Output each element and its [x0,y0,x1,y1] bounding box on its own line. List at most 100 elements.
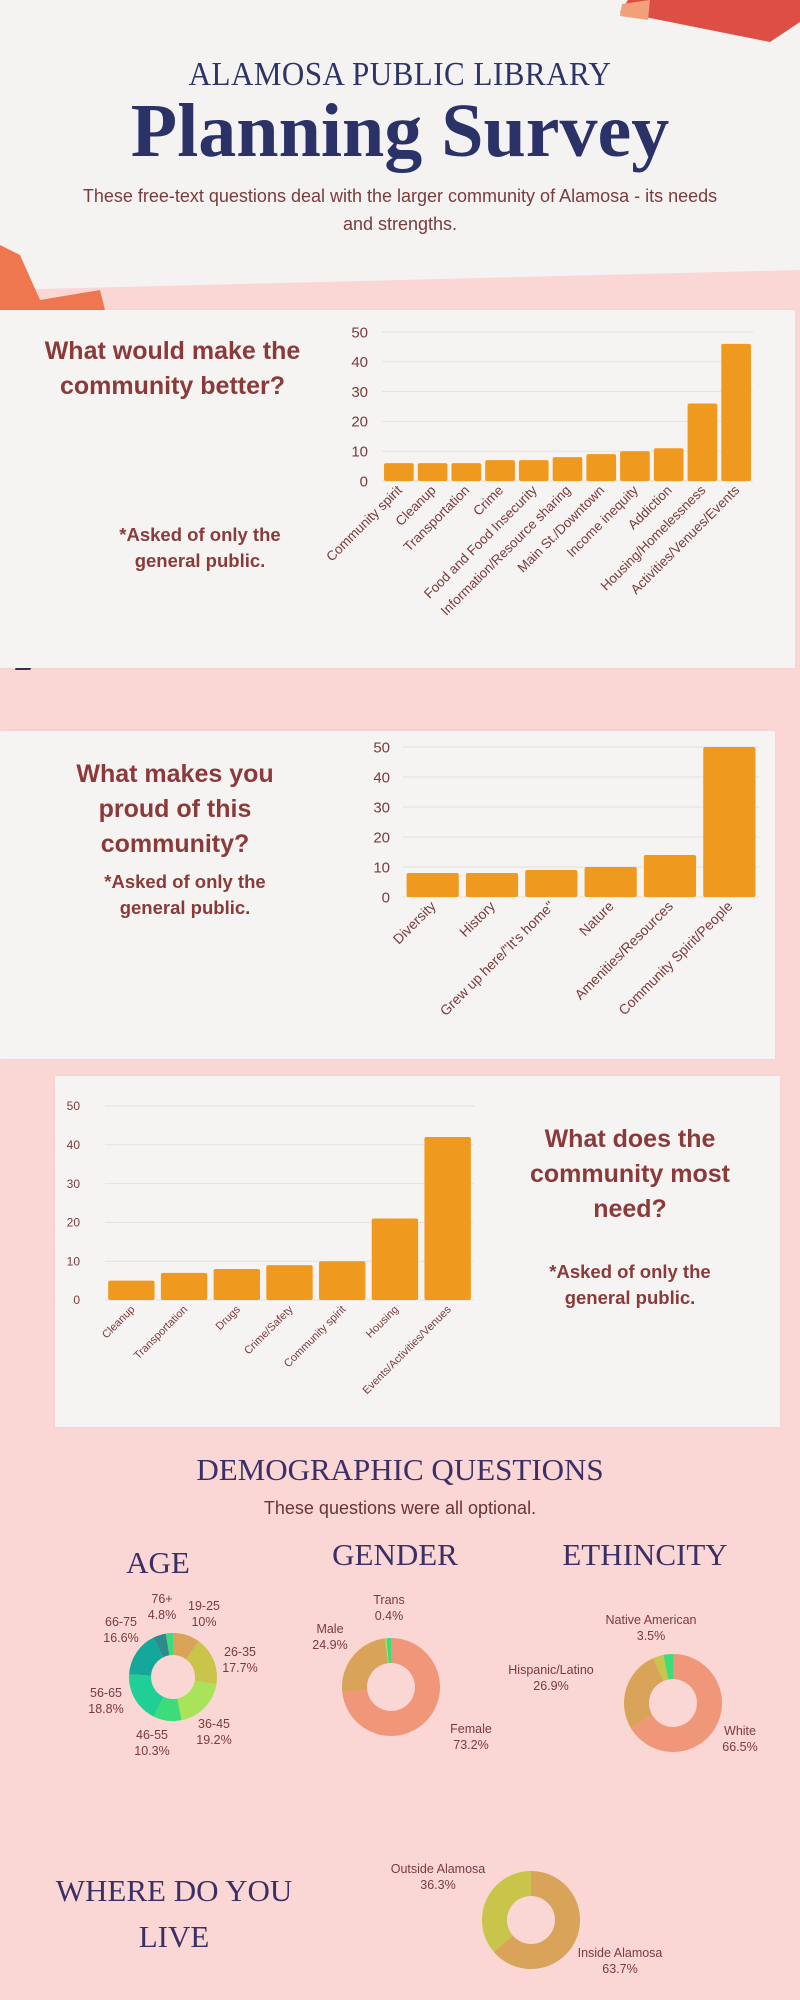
slice-label: 19-25 10% [188,1598,220,1630]
donut-slice [153,1633,170,1658]
slice-label-name: Male [316,1622,344,1636]
slice-label-value: 3.5% [636,1629,666,1643]
slice-label: 26-35 17.7% [222,1644,257,1676]
question-title: What makes you proud of this community? [76,760,274,858]
slice-label-name: 66-75 [105,1615,137,1629]
bar [371,1218,419,1300]
y-tick-label: 0 [382,889,390,906]
question-note: *Asked of only the general public. [104,871,266,918]
donut-slice [342,1638,389,1693]
slice-label-value: 73.2% [453,1738,489,1752]
donut-slice [493,1871,580,1970]
x-tick-label: Cleanup [100,1304,137,1341]
page-subtitle: These free-text questions deal with the … [82,186,718,234]
y-tick-label: 50 [67,1099,81,1113]
y-tick-label: 20 [67,1216,81,1230]
slice-label: 36-45 19.2% [196,1716,231,1748]
section-panel-better [0,310,795,668]
bar [406,873,459,897]
age-heading: AGE [126,1545,190,1580]
x-tick-label: Community spirit [323,482,405,564]
donut-slice-remainder [165,1633,173,1656]
ethnicity-heading: ETHINCITY [562,1537,728,1572]
bar [586,454,617,481]
page-title: Planning Survey [130,89,670,173]
slice-label: Outside Alamosa 36.3% [391,1861,486,1893]
bar [643,855,697,897]
bar [518,460,549,481]
slice-label: 66-75 16.6% [103,1614,138,1646]
slice-label-name: 26-35 [224,1645,256,1659]
x-tick-label: Amenities/Resources [571,898,676,1003]
question-title: What would make the community better? [44,337,301,400]
bar [266,1265,313,1300]
slice-label: Male 24.9% [312,1621,347,1653]
bar [687,403,718,481]
slice-label-value: 10% [191,1615,217,1629]
slice-label-value: 66.5% [722,1740,758,1754]
bar [417,463,448,481]
bar [384,463,414,481]
slice-label: White 66.5% [722,1723,757,1755]
slice-label-name: Outside Alamosa [390,1862,486,1876]
y-tick-label: 20 [373,829,390,846]
slice-label: Native American 3.5% [605,1612,696,1644]
x-tick-label: Housing [364,1304,401,1341]
bar [424,1137,471,1300]
library-name: ALAMOSA PUBLIC LIBRARY [188,54,612,93]
y-tick-label: 30 [67,1177,81,1191]
where-live-heading: WHERE DO YOU LIVE [55,1873,293,1954]
slice-label-name: 46-55 [136,1728,168,1742]
slice-label: Trans 0.4% [373,1592,405,1624]
bar [721,343,751,481]
slice-label-name: Inside Alamosa [577,1946,663,1960]
slice-label-value: 4.8% [147,1608,177,1622]
y-tick-label: 0 [360,473,368,490]
slice-label-name: 76+ [151,1592,173,1606]
donut-slice-remainder [663,1654,673,1680]
header-background [0,0,800,300]
bar [213,1268,260,1300]
y-tick-label: 40 [67,1138,81,1152]
x-tick-label: Transportation [132,1304,190,1362]
question-note: *Asked of only the general public. [119,524,281,571]
x-tick-label: Community Spirit/People [615,898,735,1018]
bar [319,1261,366,1300]
x-tick-label: Crime/Safety [242,1303,296,1357]
bar [525,870,578,897]
slice-label: 56-65 18.8% [88,1685,123,1717]
x-tick-label: Drugs [214,1303,244,1333]
slice-label-name: 36-45 [198,1717,230,1731]
x-tick-label: History [456,898,498,940]
slice-label-value: 24.9% [312,1638,348,1652]
slice-label: Female 73.2% [450,1721,492,1753]
bar [584,867,637,897]
y-tick-label: 20 [351,414,368,431]
bar [552,457,583,481]
slice-label: 76+ 4.8% [148,1591,177,1623]
donut-slice [342,1638,440,1736]
y-tick-label: 30 [373,799,390,816]
slice-label-value: 36.3% [420,1878,456,1892]
gender-heading: GENDER [332,1537,458,1572]
slice-label-name: 19-25 [188,1599,220,1613]
y-tick-label: 30 [351,384,368,401]
donut-slice [153,1696,182,1722]
slice-label: Hispanic/Latino 26.9% [508,1662,593,1694]
donut-slice [624,1658,664,1728]
slice-label-value: 26.9% [533,1679,569,1693]
slice-label: 46-55 10.3% [134,1727,169,1759]
y-tick-label: 50 [373,739,390,756]
slice-label-name: Trans [373,1593,405,1607]
slice-label-name: Hispanic/Latino [508,1663,594,1677]
bar [160,1272,208,1300]
bar [465,873,519,897]
bar [108,1280,155,1300]
donut-slice [653,1654,669,1682]
donut-slice [630,1654,723,1752]
question-title: What does the community most need? [529,1125,731,1223]
slice-label-value: 63.7% [602,1962,638,1976]
